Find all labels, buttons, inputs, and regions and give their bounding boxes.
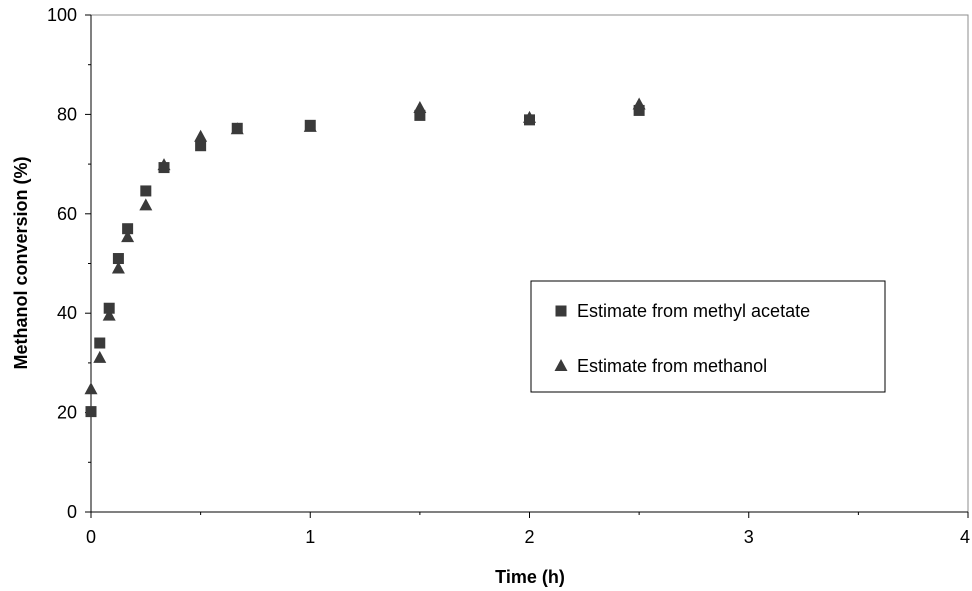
- legend-box: [530, 280, 886, 393]
- y-tick-label: 100: [47, 5, 77, 25]
- square-data-point: [158, 162, 170, 174]
- y-tick-label: 80: [57, 104, 77, 124]
- square-data-point: [633, 104, 645, 116]
- triangle-data-point: [121, 230, 135, 243]
- y-axis-title: Methanol conversion (%): [11, 156, 31, 369]
- x-axis-title: Time (h): [495, 567, 565, 587]
- legend: Estimate from methyl acetate Estimate fro…: [530, 280, 886, 393]
- square-data-point: [85, 406, 97, 418]
- triangle-data-point: [139, 198, 153, 211]
- y-tick-label: 40: [57, 303, 77, 323]
- x-tick-label: 0: [86, 527, 96, 547]
- x-tick-label: 1: [305, 527, 315, 547]
- x-tick-label: 4: [960, 527, 970, 547]
- y-tick-label: 0: [67, 502, 77, 522]
- plot-area-frame: [90, 14, 969, 513]
- legend-square-marker: [555, 305, 567, 317]
- square-data-point: [304, 119, 316, 131]
- x-axis-ticks: 0 1 2 3 4: [86, 512, 970, 547]
- triangle-data-point: [194, 129, 208, 142]
- square-data-point: [112, 253, 124, 265]
- legend-label: Estimate from methyl acetate: [577, 301, 810, 321]
- square-data-point: [122, 223, 134, 235]
- x-tick-label: 3: [744, 527, 754, 547]
- square-data-point: [524, 114, 535, 126]
- square-data-point: [231, 122, 243, 134]
- legend-triangle-marker: [554, 359, 568, 371]
- y-tick-label: 60: [57, 204, 77, 224]
- triangle-data-point: [93, 350, 107, 363]
- data-points: [84, 97, 646, 418]
- y-axis-ticks: 0 20 40 60 80 100: [47, 5, 91, 522]
- y-tick-label: 20: [57, 403, 77, 423]
- square-data-point: [140, 185, 152, 197]
- legend-label: Estimate from methanol: [577, 356, 767, 376]
- square-data-point: [414, 109, 426, 121]
- x-tick-label: 2: [524, 527, 534, 547]
- triangle-data-point: [84, 382, 98, 395]
- square-data-point: [103, 302, 115, 314]
- series-square: [85, 104, 645, 418]
- square-data-point: [94, 337, 106, 349]
- square-data-point: [195, 140, 207, 152]
- triangle-data-point: [102, 308, 116, 321]
- triangle-data-point: [111, 261, 125, 274]
